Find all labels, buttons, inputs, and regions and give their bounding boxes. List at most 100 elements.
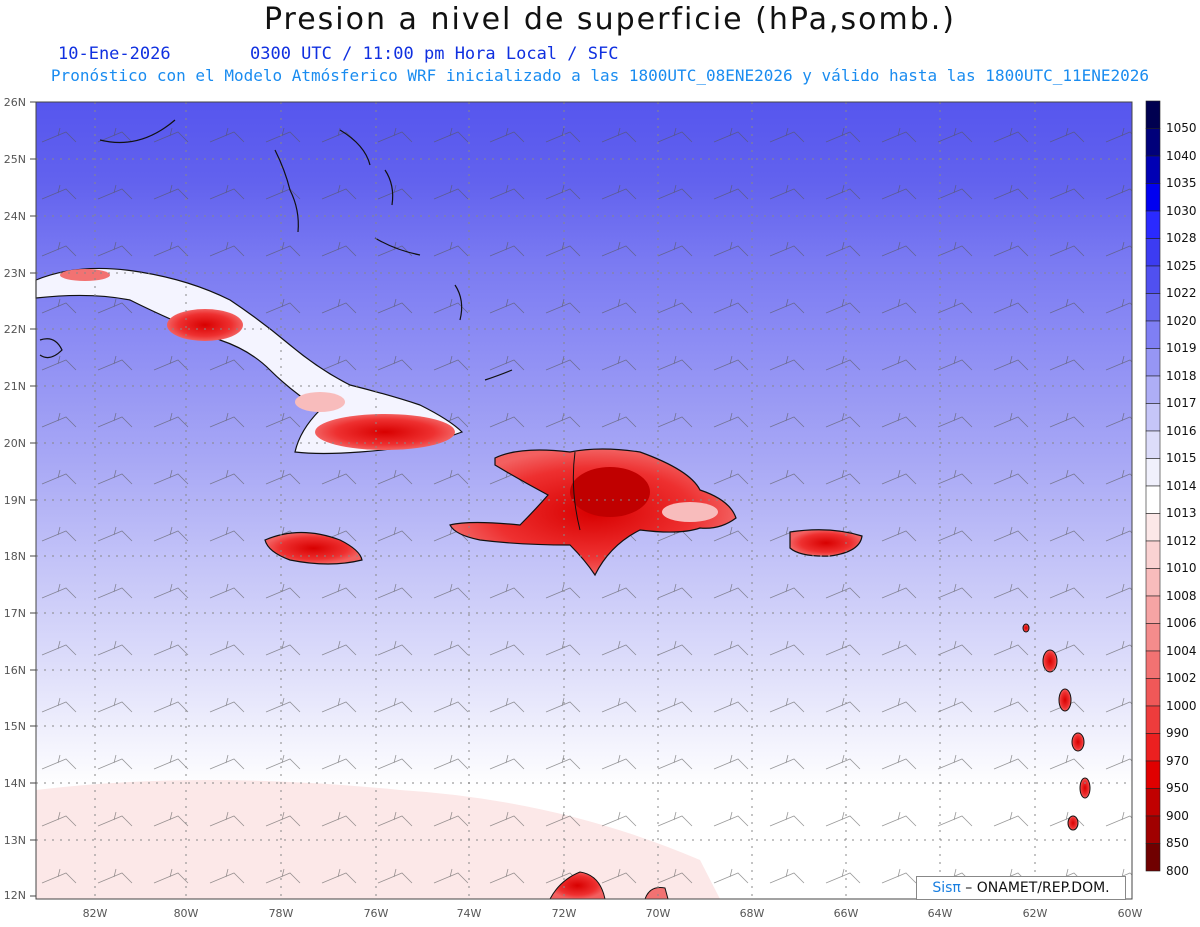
latitude-axis: 26N 25N 24N 23N 22N 21N 20N 19N 18N 17N …: [4, 96, 26, 902]
colorbar-swatch: [1145, 348, 1161, 377]
longitude-axis: 82W 80W 78W 76W 74W 72W 70W 68W 66W 64W …: [83, 907, 1143, 920]
lat-label: 17N: [4, 607, 26, 620]
colorbar-label: 1010: [1166, 561, 1197, 575]
puerto-rico-island: [789, 529, 863, 557]
lat-label: 18N: [4, 550, 26, 563]
hispaniola-island: [449, 448, 737, 577]
colorbar-swatch: [1145, 678, 1161, 707]
colorbar-swatch: [1145, 513, 1161, 542]
colorbar-label: 950: [1166, 781, 1189, 795]
colorbar-labels: 1050 1040 1035 1030 1028 1025 1022 1020 …: [1166, 121, 1197, 878]
colorbar-swatch: [1145, 210, 1161, 239]
lat-label: 23N: [4, 267, 26, 280]
lat-label: 22N: [4, 323, 26, 336]
lon-label: 62W: [1023, 907, 1048, 920]
colorbar-swatch: [1145, 430, 1161, 459]
date-label: 10-Ene-2026: [58, 44, 171, 64]
colorbar-swatch: [1145, 100, 1161, 129]
lat-label: 24N: [4, 210, 26, 223]
lat-label: 21N: [4, 380, 26, 393]
lat-label: 19N: [4, 494, 26, 507]
lat-label: 13N: [4, 834, 26, 847]
colorbar-swatch: [1145, 650, 1161, 679]
forecast-info: Pronóstico con el Modelo Atmósferico WRF…: [50, 66, 1150, 85]
lat-label: 26N: [4, 96, 26, 109]
colorbar-swatch: [1145, 815, 1161, 844]
colorbar-swatch: [1145, 540, 1161, 569]
colorbar-swatch: [1145, 293, 1161, 322]
lon-label: 60W: [1118, 907, 1143, 920]
lat-label: 15N: [4, 720, 26, 733]
colorbar-label: 1014: [1166, 479, 1197, 493]
colorbar-label: 1012: [1166, 534, 1197, 548]
lat-label: 25N: [4, 153, 26, 166]
colorbar-swatch: [1145, 843, 1161, 872]
colorbar-label: 970: [1166, 754, 1189, 768]
colorbar-label: 990: [1166, 726, 1189, 740]
colorbar-label: 1017: [1166, 396, 1197, 410]
colorbar-label: 1020: [1166, 314, 1197, 328]
colorbar-label: 800: [1166, 864, 1189, 878]
lat-lon-grid: [36, 102, 1132, 899]
lon-label: 78W: [269, 907, 294, 920]
credit-org: – ONAMET/REP.DOM.: [960, 880, 1110, 896]
coast-fragment: [644, 887, 669, 900]
colorbar-label: 1015: [1166, 451, 1197, 465]
colorbar-label: 1013: [1166, 506, 1197, 520]
colorbar-label: 1022: [1166, 286, 1197, 300]
lesser-antilles: [1022, 623, 1091, 831]
colorbar-label: 1040: [1166, 149, 1197, 163]
colorbar-legend: [1145, 100, 1161, 872]
colorbar-label: 1004: [1166, 644, 1197, 658]
colorbar-label: 1035: [1166, 176, 1197, 190]
cuba-island: [35, 267, 464, 455]
colorbar-swatch: [1145, 375, 1161, 404]
colorbar-swatch: [1145, 238, 1161, 267]
colorbar-label: 850: [1166, 836, 1189, 850]
bahamas-islands: [39, 119, 513, 381]
colorbar-label: 900: [1166, 809, 1189, 823]
colorbar-label: 1008: [1166, 589, 1197, 603]
colorbar-swatch: [1145, 458, 1161, 487]
lat-label: 12N: [4, 889, 26, 902]
credit-box: Sisπ – ONAMET/REP.DOM.: [916, 876, 1126, 900]
credit-brand: Sisπ: [932, 880, 961, 896]
colorbar-label: 1050: [1166, 121, 1197, 135]
lat-ticks: [30, 101, 36, 897]
lon-label: 76W: [364, 907, 389, 920]
colorbar-label: 1018: [1166, 369, 1197, 383]
lat-label: 16N: [4, 664, 26, 677]
colorbar-label: 1000: [1166, 699, 1197, 713]
colorbar-swatch: [1145, 733, 1161, 762]
lon-label: 72W: [552, 907, 577, 920]
lon-label: 74W: [457, 907, 482, 920]
colorbar-label: 1028: [1166, 231, 1197, 245]
colorbar-swatch: [1145, 595, 1161, 624]
colorbar-swatch: [1145, 183, 1161, 212]
colorbar-label: 1025: [1166, 259, 1197, 273]
colorbar-swatch: [1145, 265, 1161, 294]
south-america-coast: [549, 871, 606, 900]
colorbar-label: 1019: [1166, 341, 1197, 355]
map-title: Presion a nivel de superficie (hPa,somb.…: [263, 2, 957, 37]
colorbar-label: 1016: [1166, 424, 1197, 438]
lon-label: 70W: [646, 907, 671, 920]
colorbar-swatch: [1145, 155, 1161, 184]
colorbar-swatch: [1145, 760, 1161, 789]
lon-label: 64W: [928, 907, 953, 920]
colorbar-swatch: [1145, 320, 1161, 349]
colorbar-swatch: [1145, 623, 1161, 652]
jamaica-island: [264, 531, 363, 565]
lon-label: 80W: [174, 907, 199, 920]
time-label: 0300 UTC / 11:00 pm Hora Local / SFC: [250, 44, 619, 64]
colorbar-swatch: [1145, 568, 1161, 597]
colorbar-label: 1006: [1166, 616, 1197, 630]
colorbar-swatch: [1145, 403, 1161, 432]
colorbar-swatch: [1145, 128, 1161, 157]
colorbar-label: 1030: [1166, 204, 1197, 218]
colorbar-label: 1002: [1166, 671, 1197, 685]
lat-label: 20N: [4, 437, 26, 450]
lon-label: 82W: [83, 907, 108, 920]
colorbar-swatch: [1145, 788, 1161, 817]
